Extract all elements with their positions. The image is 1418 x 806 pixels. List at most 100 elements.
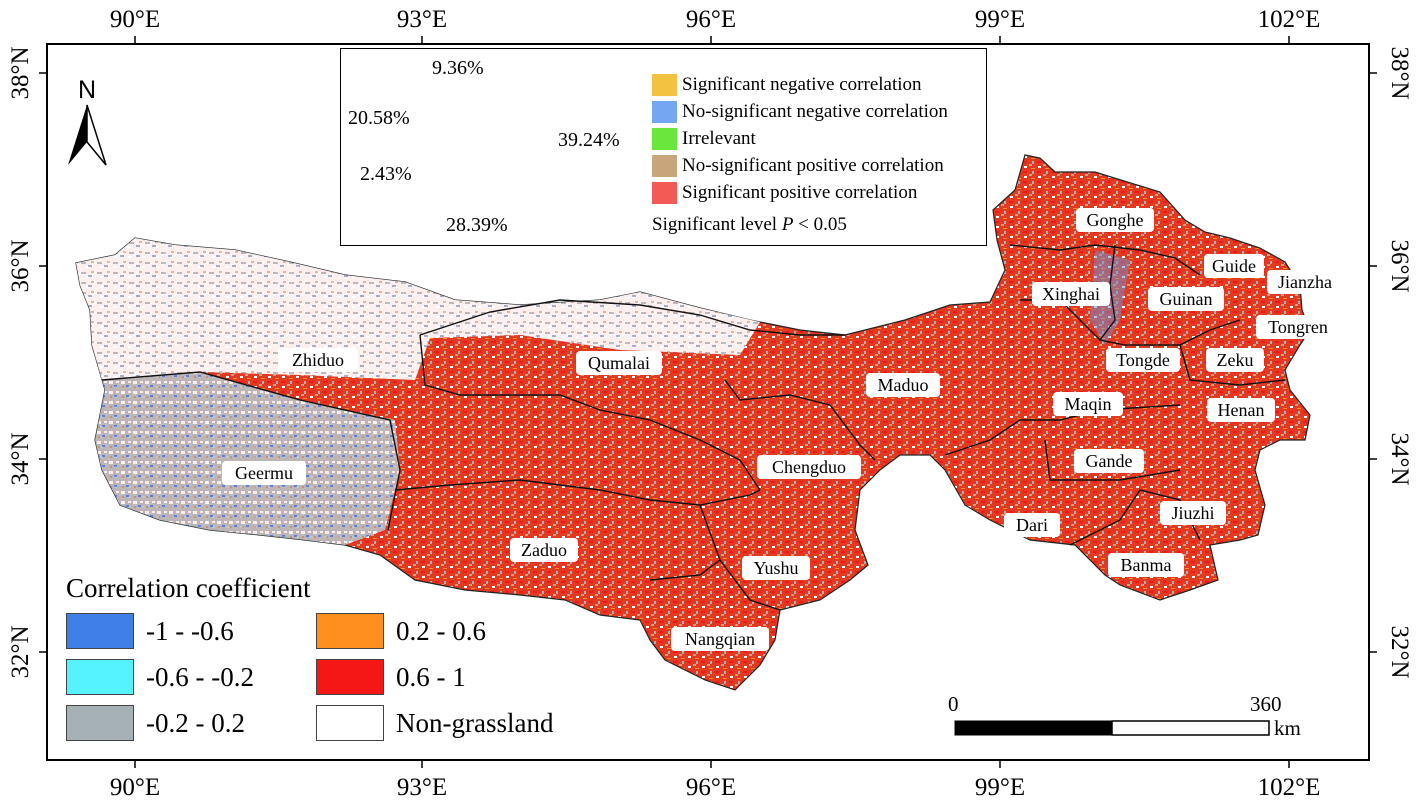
svg-text:Tongren: Tongren [1268, 317, 1328, 337]
county-label: Jianzha [1267, 270, 1343, 294]
scale-end-label: 360 [1250, 692, 1282, 716]
svg-text:Chengduo: Chengduo [772, 457, 846, 477]
county-label: Henan [1207, 398, 1275, 422]
lon-label-bottom: 96°E [686, 774, 736, 801]
pie-percent-label: 39.24% [558, 129, 620, 151]
lat-label-right: 32°N [1386, 625, 1413, 678]
pie-legend-item: Significant positive correlation [652, 182, 917, 204]
county-label: Zeku [1206, 348, 1264, 372]
lat-label-left: 36°N [7, 239, 34, 292]
county-label: Maqin [1053, 392, 1123, 416]
scale-start-label: 0 [948, 692, 959, 716]
svg-text:Nangqian: Nangqian [685, 629, 755, 649]
svg-text:Yushu: Yushu [753, 558, 798, 578]
lon-label-bottom: 93°E [397, 774, 447, 801]
svg-text:Gande: Gande [1086, 451, 1133, 471]
scale-bar [954, 720, 1270, 736]
lon-label-top: 99°E [975, 6, 1025, 33]
significance-note: Significant level P < 0.05 [652, 214, 847, 235]
lon-label-bottom: 102°E [1258, 774, 1321, 801]
svg-text:Zaduo: Zaduo [521, 540, 567, 560]
county-label: Xinghai [1032, 282, 1110, 306]
lon-label-top: 90°E [110, 6, 160, 33]
north-arrow-icon: N [68, 76, 107, 166]
county-label: Tongren [1256, 315, 1340, 339]
county-label: Maduo [866, 373, 940, 397]
svg-text:Qumalai: Qumalai [588, 353, 650, 373]
lon-label-top: 93°E [397, 6, 447, 33]
county-boundaries [101, 244, 1286, 611]
svg-text:N: N [78, 76, 96, 104]
county-label: Geermu [222, 461, 306, 485]
lat-label-right: 34°N [1386, 432, 1413, 485]
county-labels: Gonghe Guide Jianzha Xinghai Guinan Tong… [222, 208, 1343, 651]
county-label: Tongde [1106, 348, 1180, 372]
pie-legend-item: Irrelevant [652, 128, 756, 150]
lat-label-left: 32°N [7, 625, 34, 678]
map-frame [46, 43, 1370, 761]
legend-swatch [66, 613, 134, 649]
county-label: Dari [1004, 513, 1060, 537]
svg-text:Zhiduo: Zhiduo [292, 350, 344, 370]
svg-text:Guinan: Guinan [1160, 289, 1213, 309]
svg-text:Zeku: Zeku [1217, 350, 1254, 370]
county-label: Gande [1074, 449, 1144, 473]
svg-text:Maqin: Maqin [1065, 394, 1112, 414]
svg-text:Xinghai: Xinghai [1042, 284, 1100, 304]
legend-swatch [66, 705, 134, 741]
legend-swatch [652, 155, 677, 177]
legend-swatch [652, 128, 677, 150]
county-label: Gonghe [1076, 208, 1154, 232]
svg-text:Banma: Banma [1121, 555, 1172, 575]
pie-legend-item: Significant negative correlation [652, 74, 922, 96]
county-label: Zhiduo [278, 348, 358, 372]
pie-percent-label: 2.43% [360, 163, 412, 185]
region-north-overlay [76, 238, 760, 380]
legend-swatch [316, 659, 384, 695]
scale-unit-label: km [1274, 716, 1301, 740]
pie-legend-item: No-significant negative correlation [652, 101, 948, 123]
lon-label-top: 96°E [686, 6, 736, 33]
county-label: Qumalai [576, 351, 662, 375]
county-label: Chengduo [757, 455, 861, 479]
lon-label-top: 102°E [1258, 6, 1321, 33]
legend-swatch [652, 101, 677, 123]
svg-text:Gonghe: Gonghe [1087, 210, 1144, 230]
svg-text:Geermu: Geermu [235, 463, 293, 483]
lat-ticks [39, 72, 1377, 653]
legend-swatch [66, 659, 134, 695]
county-label: Jiuzhi [1160, 501, 1226, 525]
lat-label-right: 38°N [1386, 46, 1413, 99]
pie-percent-label: 28.39% [446, 214, 508, 236]
lon-label-bottom: 90°E [110, 774, 160, 801]
svg-text:Jiuzhi: Jiuzhi [1172, 503, 1215, 523]
lat-label-left: 34°N [7, 432, 34, 485]
county-label: Nangqian [671, 627, 769, 651]
lat-label-left: 38°N [7, 46, 34, 99]
legend-swatch [316, 613, 384, 649]
svg-text:Jianzha: Jianzha [1278, 272, 1332, 292]
svg-text:Maduo: Maduo [878, 375, 929, 395]
svg-text:Dari: Dari [1016, 515, 1048, 535]
county-label: Yushu [742, 556, 810, 580]
lon-ticks [134, 36, 1290, 768]
svg-text:Tongde: Tongde [1116, 350, 1170, 370]
pie-legend-item: No-significant positive correlation [652, 155, 944, 177]
county-label: Zaduo [510, 538, 578, 562]
legend-swatch [316, 705, 384, 741]
legend-swatch [652, 182, 677, 204]
svg-text:Henan: Henan [1218, 400, 1265, 420]
lat-label-right: 36°N [1386, 239, 1413, 292]
legend-swatch [652, 74, 677, 96]
pie-percent-label: 20.58% [348, 107, 410, 129]
pie-percent-label: 9.36% [432, 57, 484, 79]
study-region [75, 154, 1311, 691]
svg-text:Guide: Guide [1212, 256, 1256, 276]
county-label: Banma [1108, 553, 1184, 577]
region-west-overlay [95, 372, 400, 545]
county-label: Guide [1204, 254, 1264, 278]
legend-title: Correlation coefficient [66, 573, 311, 603]
county-label: Guinan [1148, 287, 1224, 311]
lon-label-bottom: 99°E [975, 774, 1025, 801]
